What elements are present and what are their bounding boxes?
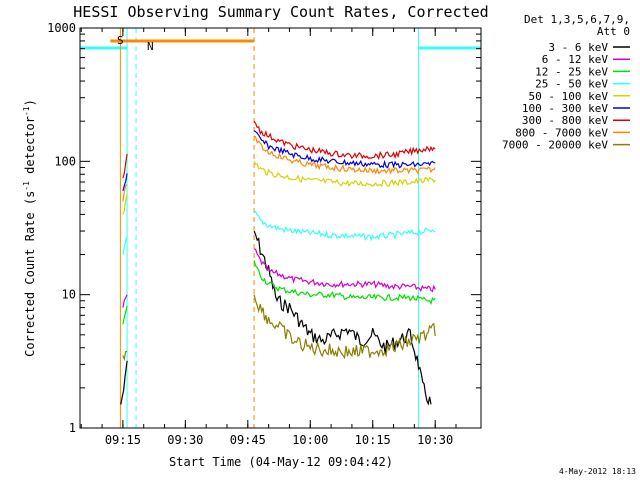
legend-header-line1: Det 1,3,5,6,7,9, (524, 13, 630, 26)
saa-flag-label: S (117, 34, 124, 47)
legend-label: 800 - 7000 keV (515, 126, 608, 139)
y-axis-label-exp2: -1 (22, 106, 31, 116)
axes: 09:15 09:30 09:45 10:00 10:15 10:30 1 10 100 1000 (47, 21, 481, 447)
date-stamp: 4-May-2012 18:13 (559, 467, 636, 476)
plot-frame (79, 27, 482, 429)
series-line-3-6kev (120, 230, 432, 406)
series-lines (120, 120, 436, 406)
chart-title: HESSI Observing Summary Count Rates, Cor… (73, 3, 488, 21)
series-line-6-12kev (122, 248, 436, 308)
y-axis-label: Corrected Count Rate (s-1 detector-1) (22, 99, 37, 357)
legend-label: 50 - 100 keV (529, 90, 609, 103)
x-axis-label: Start Time (04-May-12 09:04:42) (169, 455, 393, 469)
legend-label: 100 - 300 keV (522, 102, 608, 115)
y-tick-label: 100 (54, 154, 76, 168)
legend-label: 25 - 50 keV (535, 78, 608, 91)
x-tick-label: 10:00 (292, 433, 328, 447)
series-line-7000-20000kev (122, 294, 436, 362)
y-axis-label-main: Corrected Count Rate (s (23, 191, 37, 357)
series-line-300-800kev (122, 120, 436, 179)
legend-label: 12 - 25 keV (535, 65, 608, 78)
y-axis-label-exp1: -1 (22, 181, 31, 191)
series-line-800-7000kev (122, 135, 436, 202)
legend-label: 300 - 800 keV (522, 114, 608, 127)
series-line-50-100kev (122, 161, 436, 215)
y-tick-label: 1000 (47, 21, 76, 35)
series-line-25-50kev (122, 210, 436, 255)
x-tick-label: 09:45 (230, 433, 266, 447)
series-line-12-25kev (122, 260, 436, 325)
x-tick-label: 10:30 (417, 433, 453, 447)
y-tick-label: 1 (69, 421, 76, 435)
y-tick-label: 10 (62, 288, 76, 302)
legend-label: 7000 - 20000 keV (502, 139, 608, 152)
series-line-100-300kev (122, 130, 436, 192)
x-tick-label: 09:15 (105, 433, 141, 447)
y-axis-label-mid: detector (23, 116, 37, 181)
x-tick-label: 09:30 (167, 433, 203, 447)
x-tick-label: 10:15 (355, 433, 391, 447)
y-axis-label-end: ) (23, 99, 37, 106)
night-flag-label: N (147, 40, 154, 53)
legend-label: 3 - 6 keV (548, 41, 608, 54)
legend-header-line2: Att 0 (597, 25, 630, 38)
legend-label: 6 - 12 keV (542, 53, 609, 66)
